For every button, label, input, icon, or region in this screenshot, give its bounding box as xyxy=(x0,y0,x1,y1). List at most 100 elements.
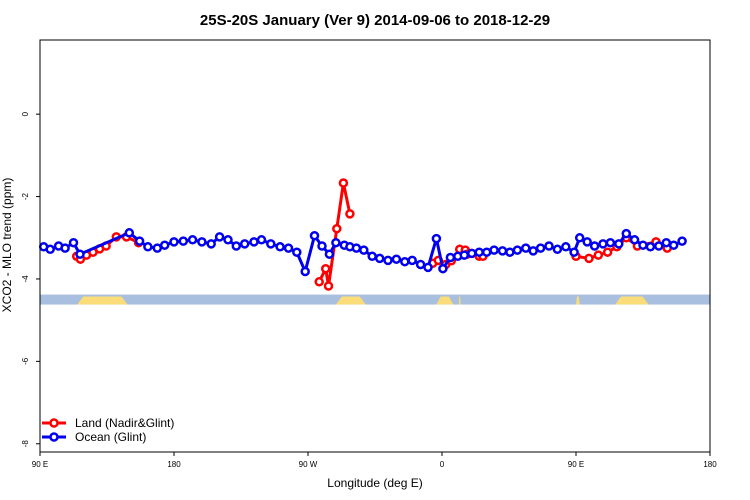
ocean-point xyxy=(582,237,592,247)
series-layer xyxy=(38,178,687,291)
ocean-point xyxy=(535,243,546,253)
ocean-point xyxy=(459,250,470,260)
ocean-point xyxy=(589,241,600,251)
ocean-point xyxy=(614,239,624,249)
ocean-point xyxy=(317,241,327,251)
ocean-point xyxy=(60,243,70,253)
x-tick-label: 180 xyxy=(167,460,181,469)
ocean-point xyxy=(629,235,640,245)
land-segment xyxy=(77,296,128,305)
ocean-point xyxy=(438,263,448,274)
ocean-point xyxy=(677,236,687,246)
ocean-point xyxy=(431,233,442,244)
ocean-point xyxy=(423,262,433,273)
ocean-point xyxy=(391,254,402,264)
ocean-point xyxy=(574,233,585,243)
ocean-point xyxy=(75,249,85,259)
ocean-point xyxy=(621,228,632,239)
land-segment xyxy=(576,296,580,305)
ocean-point xyxy=(359,245,369,255)
ocean-point xyxy=(223,235,233,245)
land-mask xyxy=(40,294,710,305)
ocean-point xyxy=(505,247,515,257)
ocean-point xyxy=(668,240,679,250)
land-point xyxy=(320,263,331,274)
ocean-point xyxy=(351,243,362,253)
ocean-point xyxy=(400,256,410,267)
ocean-point xyxy=(512,245,523,255)
ocean-point xyxy=(239,239,250,249)
x-tick-label: 90 E xyxy=(32,460,48,469)
ocean-point xyxy=(481,247,492,257)
x-tick-label: 90 E xyxy=(568,460,584,469)
land-point xyxy=(345,209,355,219)
ocean-point xyxy=(292,247,302,257)
legend-land-label: Land (Nadir&Glint) xyxy=(75,416,174,430)
land-point xyxy=(323,281,334,291)
ocean-point xyxy=(197,237,207,247)
land-point xyxy=(314,277,324,287)
ocean-point xyxy=(561,242,571,252)
y-tick-label: -4 xyxy=(21,275,30,283)
land-point xyxy=(332,223,342,234)
ocean-point xyxy=(331,237,341,248)
ocean-point xyxy=(143,242,153,252)
x-axis-label: Longitude (deg E) xyxy=(327,476,422,490)
ocean-point xyxy=(300,266,310,277)
y-tick-label: 0 xyxy=(21,111,30,116)
legend-land-marker xyxy=(49,418,59,428)
y-tick-label: -2 xyxy=(21,192,30,200)
ocean-point xyxy=(68,237,79,248)
ocean-point xyxy=(367,251,377,262)
ocean-point xyxy=(521,243,531,253)
ocean-point xyxy=(256,235,267,245)
y-axis: 0 -2 -4 -6 -8 xyxy=(21,111,40,447)
ocean-point xyxy=(275,242,285,252)
ocean-point xyxy=(374,253,385,264)
ocean-band xyxy=(40,294,710,305)
land-segment xyxy=(458,296,461,305)
x-tick-label: 0 xyxy=(440,460,445,469)
land-segment xyxy=(335,296,366,305)
ocean-point xyxy=(528,246,538,256)
plot-frame xyxy=(39,39,711,453)
chart-title: 25S-20S January (Ver 9) 2014-09-06 to 20… xyxy=(200,12,550,29)
ocean-point xyxy=(605,237,616,248)
land-point xyxy=(338,178,349,188)
ocean-point xyxy=(445,252,456,263)
ocean-point xyxy=(415,259,426,270)
ocean-point xyxy=(206,239,216,249)
ocean-point xyxy=(124,228,135,238)
ocean-point xyxy=(569,247,579,257)
ocean-point xyxy=(134,236,145,246)
ocean-point xyxy=(231,241,242,251)
ocean-point xyxy=(638,240,648,250)
ocean-point xyxy=(489,245,499,255)
ocean-point xyxy=(474,247,484,257)
ocean-point xyxy=(552,244,563,255)
ocean-point xyxy=(544,241,554,251)
legend-ocean-marker xyxy=(49,432,59,442)
y-tick-label: -6 xyxy=(21,357,30,365)
ocean-point xyxy=(169,237,179,247)
ocean-point xyxy=(266,239,276,249)
ocean-point xyxy=(45,244,55,255)
ocean-point xyxy=(661,237,672,248)
x-tick-label: 90 W xyxy=(299,460,318,469)
ocean-point xyxy=(383,255,393,266)
ocean-point xyxy=(152,243,163,253)
ocean-point xyxy=(324,249,335,259)
land-point xyxy=(602,247,613,257)
ocean-point xyxy=(159,240,170,250)
ocean-point xyxy=(214,232,225,242)
ocean-point xyxy=(598,239,608,249)
ocean-point xyxy=(407,255,417,266)
ocean-point xyxy=(187,235,198,245)
ocean-point xyxy=(283,243,294,253)
x-tick-label: 180 xyxy=(703,460,717,469)
land-point xyxy=(584,253,594,264)
y-axis-label: XCO2 - MLO trend (ppm) xyxy=(0,178,14,313)
ocean-point xyxy=(467,248,477,259)
ocean-point xyxy=(309,230,320,241)
